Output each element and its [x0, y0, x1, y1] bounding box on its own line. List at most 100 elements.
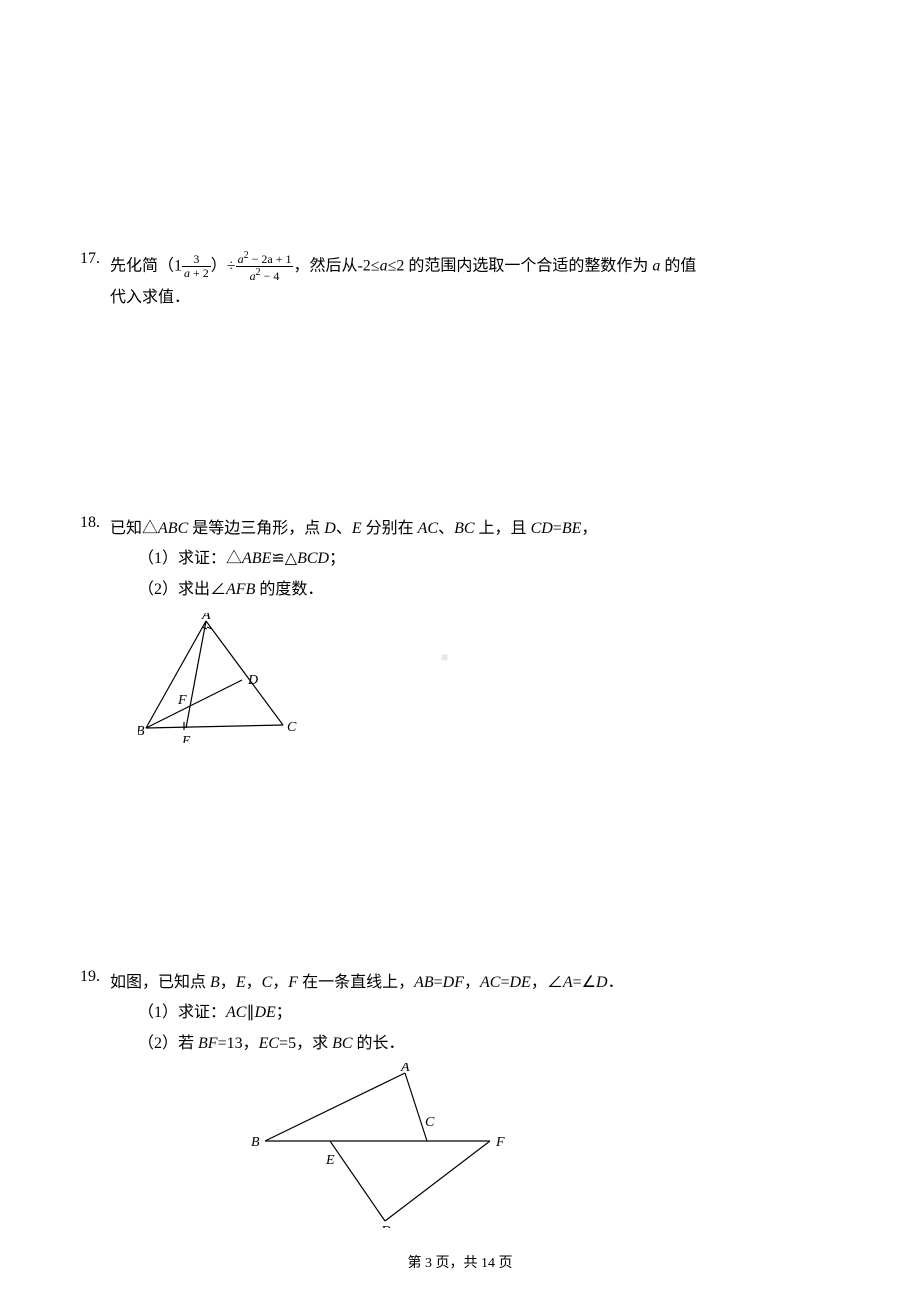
svg-text:B: B	[251, 1135, 260, 1150]
text: ，	[246, 974, 262, 991]
svg-text:F: F	[495, 1135, 505, 1150]
var: AC	[226, 1004, 246, 1021]
problem-number: 18.	[80, 514, 100, 532]
var-a: a	[380, 257, 388, 274]
text: ，∠	[531, 974, 563, 991]
problem-18-q2: （2）求出∠AFB 的度数．	[110, 575, 760, 605]
text: （1）求证：	[138, 1004, 226, 1021]
problem-18-stem: 已知△ABC 是等边三角形，点 D、E 分别在 AC、BC 上，且 CD=BE，	[110, 514, 760, 544]
var: E	[236, 974, 246, 991]
problem-body: 先化简（13a + 2）÷a2 − 2a + 1a2 − 4，然后从-2≤a≤2…	[110, 250, 760, 314]
text: ；	[329, 550, 345, 567]
problem-18: 18. 已知△ABC 是等边三角形，点 D、E 分别在 AC、BC 上，且 CD…	[80, 514, 840, 748]
text: =5，求	[279, 1035, 332, 1052]
var: D	[324, 520, 336, 537]
svg-text:B: B	[138, 724, 145, 739]
var: CD	[531, 520, 553, 537]
problem-19-q2: （2）若 BF=13，EC=5，求 BC 的长．	[110, 1029, 760, 1059]
text: 上，且	[475, 520, 531, 537]
figure-18-svg: ABCDEF	[138, 613, 298, 743]
text: − 4	[261, 269, 280, 283]
svg-text:D: D	[380, 1224, 391, 1228]
text: ，	[581, 520, 597, 537]
text: （2）求出∠	[138, 581, 226, 598]
fraction-1: 3a + 2	[182, 253, 211, 280]
var: AFB	[226, 581, 255, 598]
denominator: a2 − 4	[236, 267, 294, 283]
page-current: 3	[425, 1256, 432, 1271]
text: ，	[220, 974, 236, 991]
page-total: 14	[481, 1256, 495, 1271]
var: DF	[443, 974, 464, 991]
numerator: 3	[182, 253, 211, 267]
svg-text:C: C	[287, 720, 297, 735]
text: =	[434, 974, 443, 991]
text: 是等边三角形，点	[188, 520, 324, 537]
fraction-2: a2 − 2a + 1a2 − 4	[236, 250, 294, 283]
problem-17-line1: 先化简（13a + 2）÷a2 − 2a + 1a2 − 4，然后从-2≤a≤2…	[110, 250, 760, 283]
var: A	[563, 974, 573, 991]
text: 、	[438, 520, 454, 537]
denominator: a + 2	[182, 267, 211, 280]
text: 、	[336, 520, 352, 537]
figure-19: ABECFD	[240, 1063, 760, 1233]
var: C	[262, 974, 273, 991]
text: − 2a + 1	[249, 252, 292, 266]
text: 已知△	[110, 520, 158, 537]
numerator: a2 − 2a + 1	[236, 250, 294, 267]
var: EC	[259, 1035, 279, 1052]
congruent-symbol: ≌	[271, 550, 284, 567]
svg-text:E: E	[325, 1153, 335, 1168]
text: ．	[608, 974, 624, 991]
problem-17-line2: 代入求值．	[110, 283, 760, 313]
problem-body: 已知△ABC 是等边三角形，点 D、E 分别在 AC、BC 上，且 CD=BE，…	[110, 514, 760, 748]
var: BCD	[297, 550, 329, 567]
text: ；	[276, 1004, 292, 1021]
problem-19: 19. 如图，已知点 B，E，C，F 在一条直线上，AB=DF，AC=DE，∠A…	[80, 968, 840, 1233]
problem-19-stem: 如图，已知点 B，E，C，F 在一条直线上，AB=DF，AC=DE，∠A=∠D．	[110, 968, 760, 998]
problem-18-q1: （1）求证：△ABE≌△BCD；	[110, 544, 760, 574]
var: E	[352, 520, 362, 537]
text: =	[553, 520, 562, 537]
var: AC	[418, 520, 438, 537]
problem-body: 如图，已知点 B，E，C，F 在一条直线上，AB=DF，AC=DE，∠A=∠D．…	[110, 968, 760, 1233]
var: ABC	[158, 520, 188, 537]
text: 的长．	[353, 1035, 405, 1052]
var: AB	[414, 974, 434, 991]
var: BE	[562, 520, 582, 537]
var: F	[288, 974, 298, 991]
text: 在一条直线上，	[298, 974, 414, 991]
var: D	[596, 974, 608, 991]
text: （2）若	[138, 1035, 198, 1052]
figure-19-svg: ABECFD	[240, 1063, 510, 1228]
text: 的度数．	[255, 581, 323, 598]
figure-18: ABCDEF	[138, 613, 760, 748]
svg-text:D: D	[247, 673, 258, 688]
text: 分别在	[362, 520, 418, 537]
var: B	[210, 974, 220, 991]
text: 页，共	[432, 1256, 481, 1271]
var: BF	[198, 1035, 218, 1052]
text: =	[500, 974, 509, 991]
text: 如图，已知点	[110, 974, 210, 991]
text: 页	[495, 1256, 513, 1271]
var: ABE	[242, 550, 271, 567]
text: ≤2 的范围内选取一个合适的整数作为	[388, 257, 653, 274]
text: ，	[272, 974, 288, 991]
triangle-symbol: △	[285, 550, 297, 567]
text: ，然后从-2≤	[293, 257, 379, 274]
problem-number: 17.	[80, 250, 100, 268]
text: + 2	[190, 266, 209, 280]
svg-text:A: A	[201, 613, 211, 623]
svg-text:F: F	[177, 693, 187, 708]
text: =∠	[573, 974, 596, 991]
var: DE	[254, 1004, 275, 1021]
problem-19-q1: （1）求证：AC∥DE；	[110, 998, 760, 1028]
text: 先化简（1	[110, 257, 182, 274]
text: ，	[464, 974, 480, 991]
text: 第	[408, 1256, 426, 1271]
svg-text:A: A	[400, 1063, 410, 1075]
page: ■ 17. 先化简（13a + 2）÷a2 − 2a + 1a2 − 4，然后从…	[0, 0, 920, 1302]
var: AC	[480, 974, 500, 991]
problem-number: 19.	[80, 968, 100, 986]
